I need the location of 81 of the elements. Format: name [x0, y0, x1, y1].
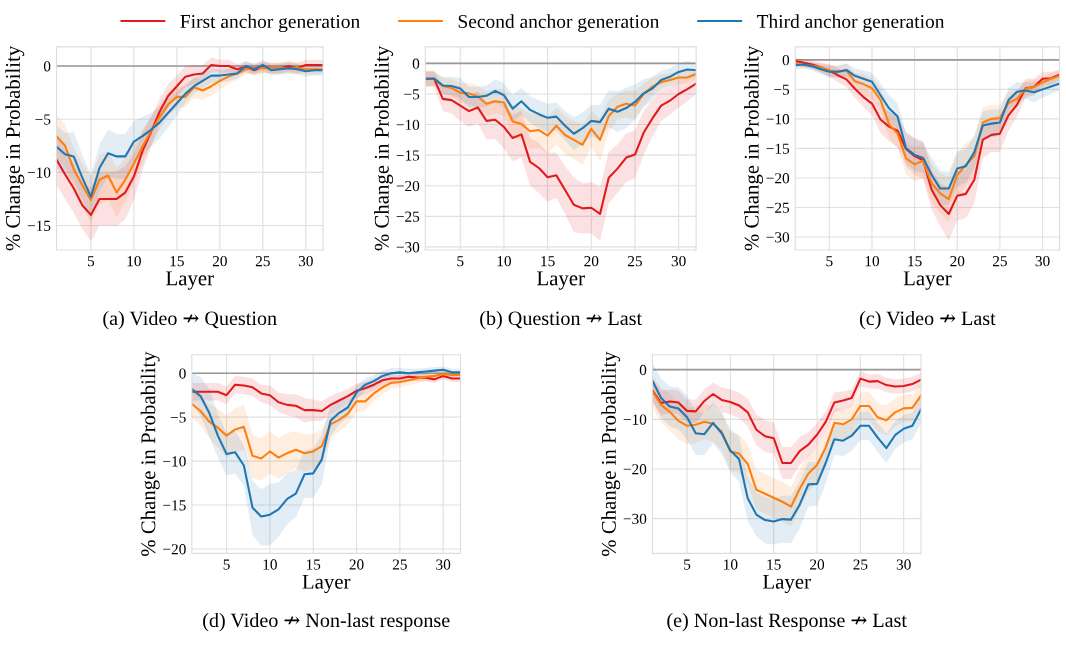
- text: (d) Video ↛ Non-last response: [203, 612, 450, 632]
- y-axis-title: % Change in Probability: [5, 45, 25, 251]
- x-axis-title: Layer: [302, 574, 351, 594]
- y-tick-label: −5: [774, 84, 790, 95]
- y-tick-label: −5: [404, 89, 420, 100]
- x-tick-label: 20: [349, 559, 364, 570]
- x-tick-label: 10: [497, 255, 511, 267]
- x-tick-label: 15: [306, 559, 321, 570]
- line-series: [652, 390, 922, 508]
- y-tick-label: −10: [163, 456, 186, 467]
- x-tick-label: 30: [896, 559, 911, 570]
- x-tick-label: 30: [436, 559, 451, 570]
- y-axis-title: % Change in Probability: [601, 351, 621, 557]
- x-tick-label: 30: [1035, 255, 1050, 267]
- y-tick-label: 0: [179, 368, 186, 379]
- y-tick-label: −20: [766, 173, 790, 184]
- y-tick-label: −15: [163, 500, 186, 511]
- x-tick-label: 10: [263, 559, 277, 570]
- x-tick-label: 15: [908, 256, 922, 267]
- x-axis-title: Layer: [903, 271, 952, 290]
- x-axis-title: Layer: [537, 271, 585, 290]
- x-tick-label: 25: [627, 256, 642, 267]
- legend-label: Second anchor generation: [458, 14, 660, 33]
- x-axis-title: Layer: [763, 574, 811, 594]
- x-tick-label: 20: [950, 255, 965, 267]
- y-tick-label: 0: [639, 364, 647, 376]
- x-tick-label: 25: [853, 559, 868, 570]
- y-axis-title: % Change in Probability: [140, 351, 160, 557]
- y-tick-label: −30: [766, 232, 790, 243]
- x-tick-label: 5: [457, 256, 464, 267]
- x-axis-title: Layer: [166, 271, 214, 290]
- text: (b) Question ↛ Last: [480, 310, 643, 330]
- y-tick-label: −30: [396, 242, 420, 253]
- x-tick-label: 15: [170, 256, 184, 267]
- y-tick-label: −30: [623, 513, 647, 525]
- text: (a) Video ↛ Question: [103, 310, 277, 330]
- x-tick-label: 20: [212, 255, 227, 267]
- y-tick-label: −15: [27, 220, 51, 231]
- y-tick-label: 0: [412, 58, 420, 69]
- y-tick-label: −10: [27, 167, 51, 178]
- text: (c) Video ↛ Last: [859, 310, 996, 330]
- y-tick-label: −25: [396, 211, 420, 222]
- y-axis-title: % Change in Probability: [374, 45, 394, 251]
- line-series: [191, 374, 461, 413]
- line-series: [425, 68, 697, 135]
- line-series: [191, 373, 461, 460]
- y-tick-label: −5: [170, 412, 186, 423]
- x-tick-label: 5: [87, 256, 95, 267]
- legend-label: First anchor generation: [180, 14, 360, 33]
- y-tick-label: −20: [163, 544, 186, 555]
- y-tick-label: −25: [766, 202, 790, 213]
- y-tick-label: −10: [396, 119, 420, 131]
- x-tick-label: 15: [541, 256, 555, 267]
- x-tick-label: 25: [255, 256, 270, 267]
- y-tick-label: −10: [766, 114, 790, 125]
- y-tick-label: −20: [623, 464, 647, 475]
- line-series: [191, 368, 461, 518]
- x-tick-label: 25: [992, 256, 1007, 267]
- y-tick-label: 0: [43, 61, 51, 72]
- y-axis-title: % Change in Probability: [744, 45, 764, 251]
- x-tick-label: 20: [810, 559, 825, 570]
- x-tick-label: 20: [584, 255, 599, 267]
- y-tick-label: −10: [623, 414, 647, 425]
- y-tick-label: −5: [35, 114, 51, 125]
- x-tick-label: 10: [865, 255, 880, 267]
- x-tick-label: 5: [826, 256, 833, 267]
- x-tick-label: 30: [671, 255, 686, 267]
- x-tick-label: 30: [298, 255, 313, 267]
- y-tick-label: −15: [396, 150, 420, 161]
- legend-label: Third anchor generation: [756, 14, 945, 33]
- x-tick-label: 5: [223, 559, 230, 570]
- x-tick-label: 5: [684, 559, 691, 570]
- x-tick-label: 10: [127, 255, 141, 267]
- y-tick-label: −15: [766, 143, 790, 154]
- y-tick-label: −20: [396, 180, 420, 192]
- text: (e) Non-last Response ↛ Last: [667, 612, 907, 632]
- x-tick-label: 10: [724, 559, 738, 570]
- line-series: [652, 377, 922, 465]
- x-tick-label: 25: [392, 559, 407, 570]
- y-tick-label: 0: [782, 55, 790, 66]
- x-tick-label: 15: [767, 559, 781, 570]
